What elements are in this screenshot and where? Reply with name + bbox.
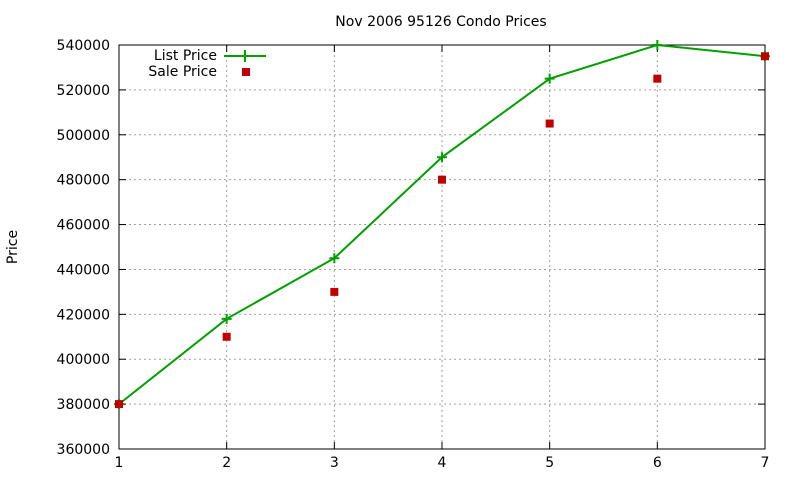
y-tick-label: 460000 [57, 218, 110, 234]
y-tick-label: 520000 [57, 83, 110, 99]
sale-price-point [438, 175, 446, 184]
sale-price-point [545, 119, 554, 128]
x-tick-label: 1 [115, 455, 124, 471]
sale-price-point [761, 52, 769, 61]
list-price-point [652, 40, 663, 50]
y-tick-label: 440000 [57, 262, 110, 278]
legend-marker-sale-price [242, 68, 250, 76]
x-tick-label: 5 [545, 455, 554, 471]
sale-price-point [115, 400, 123, 409]
legend: List Price Sale Price [148, 48, 266, 80]
sale-price-point [653, 74, 662, 83]
x-tick-label: 2 [222, 455, 231, 471]
list-price-point [544, 73, 555, 84]
x-tick-label: 3 [330, 455, 339, 471]
legend-label-sale-price: Sale Price [148, 64, 217, 80]
series [114, 40, 770, 410]
y-axis-label: Price [5, 230, 21, 264]
y-tick-label: 360000 [57, 442, 110, 458]
y-tick-label: 480000 [57, 173, 110, 189]
y-tick-label: 400000 [57, 352, 110, 368]
x-tick-label: 7 [761, 455, 770, 471]
list-price-point [221, 313, 232, 324]
y-tick-label: 540000 [57, 38, 110, 54]
list-price-point [437, 152, 447, 163]
y-tick-label: 380000 [57, 397, 110, 413]
x-tick-label: 4 [438, 455, 447, 471]
x-axis: 1 2 3 4 5 6 7 [115, 45, 770, 471]
x-tick-label: 6 [653, 455, 662, 471]
y-tick-label: 420000 [57, 307, 110, 323]
list-price-point [329, 253, 340, 264]
sale-price-point [330, 287, 339, 296]
grid [119, 45, 765, 449]
legend-marker-list-price [239, 50, 251, 62]
chart-title: Nov 2006 95126 Condo Prices [335, 14, 546, 30]
legend-label-list-price: List Price [154, 48, 217, 64]
y-tick-label: 500000 [57, 128, 110, 144]
sale-price-point [222, 332, 231, 341]
y-axis: 360000 380000 400000 420000 440000 460000 4800… [57, 38, 765, 458]
